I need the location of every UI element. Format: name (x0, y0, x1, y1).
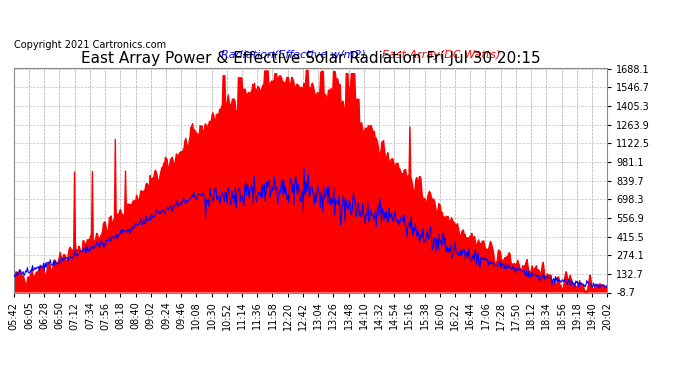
Text: East Array(DC Watts): East Array(DC Watts) (382, 50, 500, 60)
Text: Radiation(Effective w/m2): Radiation(Effective w/m2) (221, 50, 366, 60)
Title: East Array Power & Effective Solar Radiation Fri Jul 30 20:15: East Array Power & Effective Solar Radia… (81, 51, 540, 66)
Text: Copyright 2021 Cartronics.com: Copyright 2021 Cartronics.com (14, 40, 166, 51)
